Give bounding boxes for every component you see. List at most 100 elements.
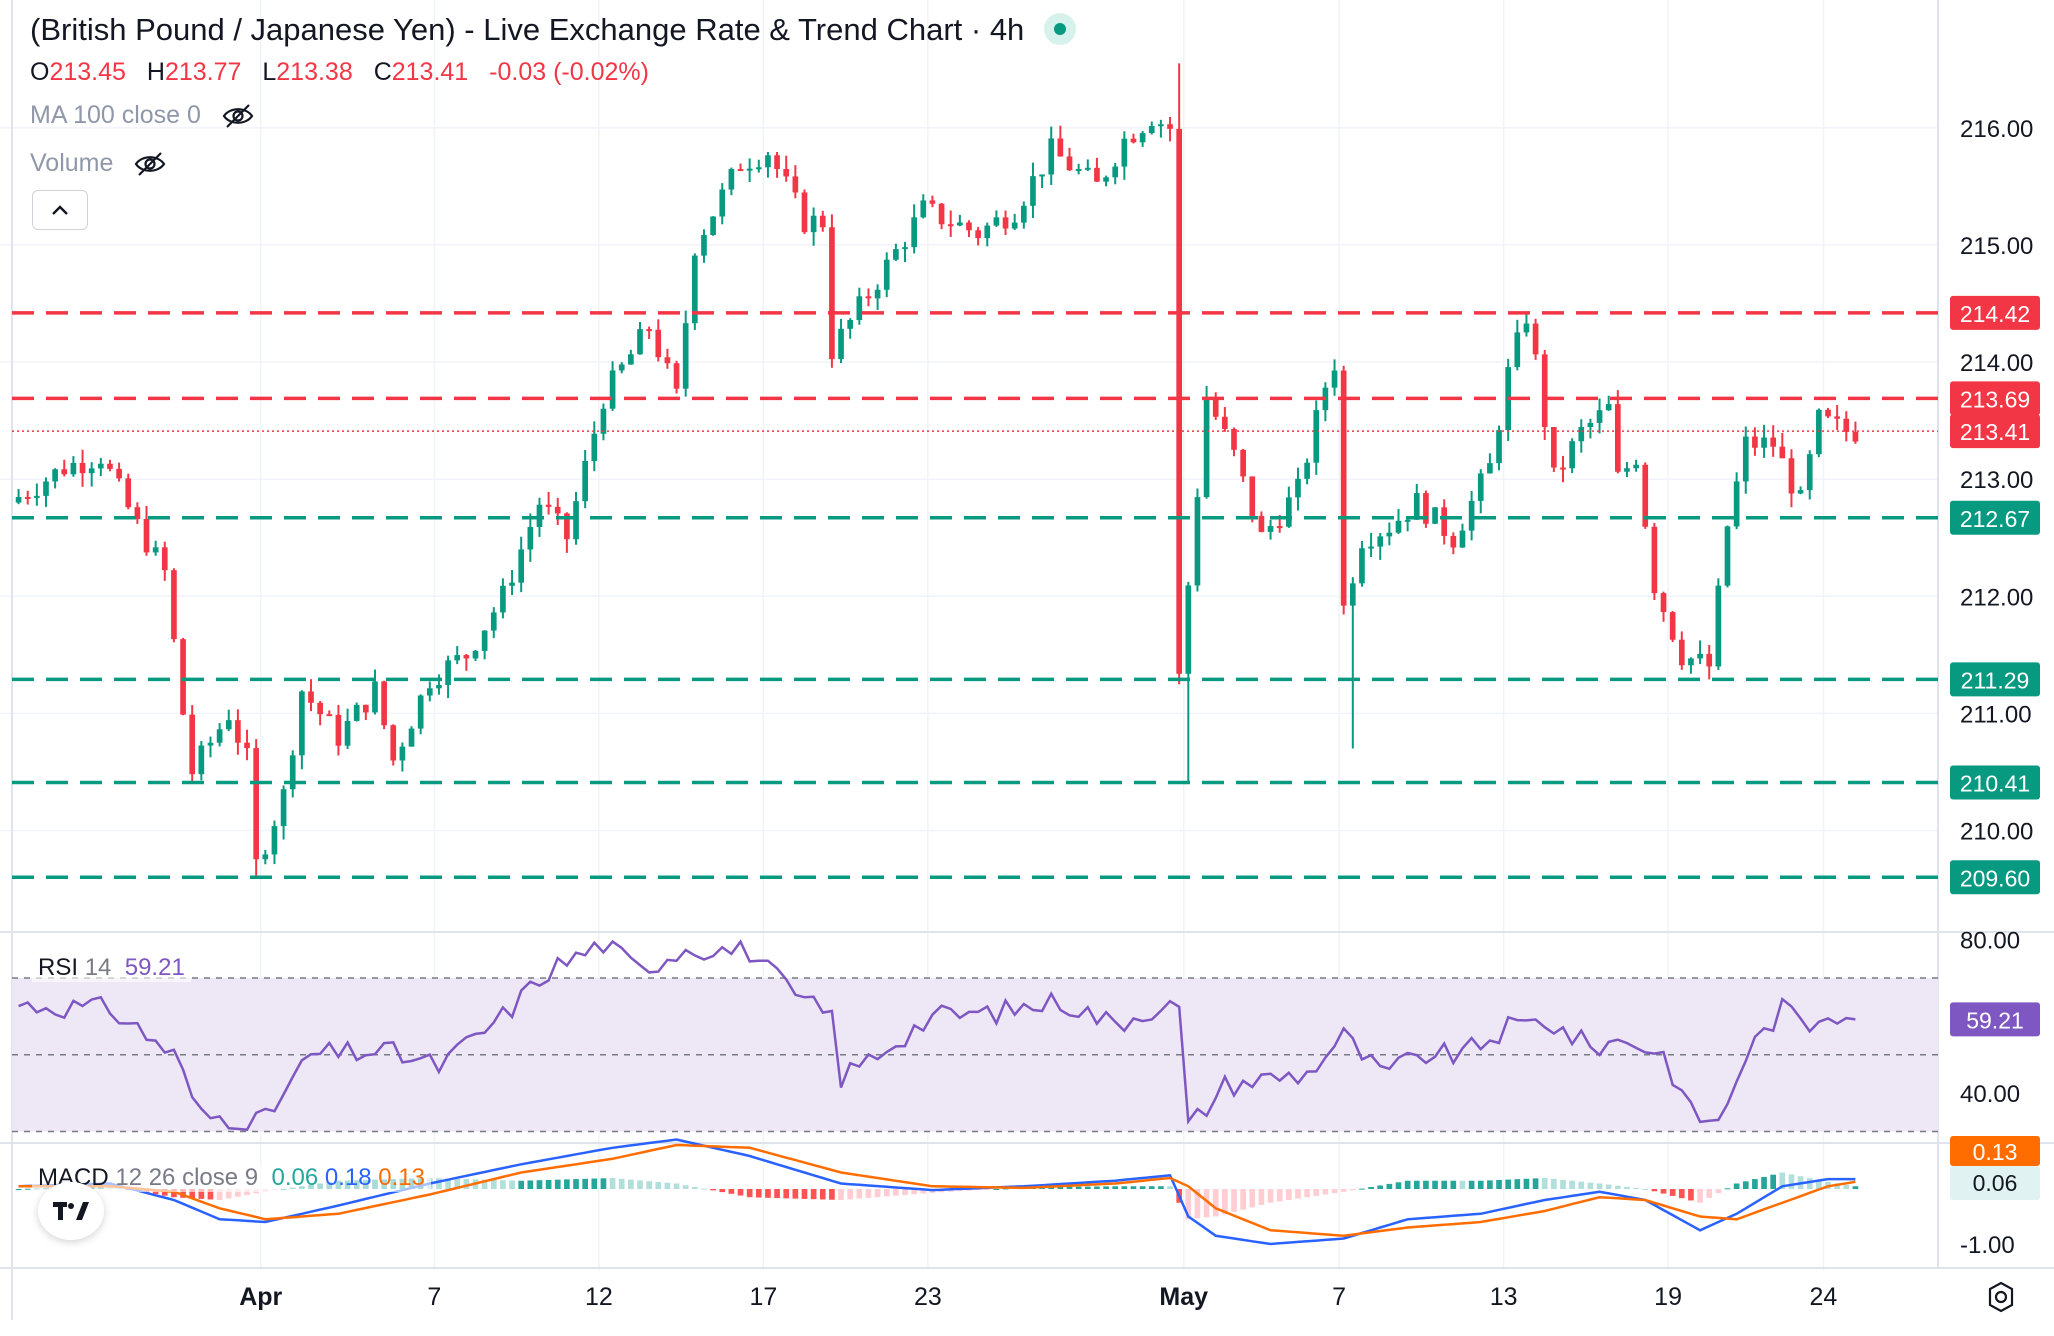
candle-body	[838, 328, 844, 360]
macd-hist-bar	[518, 1180, 525, 1189]
candle-body	[966, 222, 972, 231]
macd-hist-bar	[1834, 1183, 1840, 1189]
candle-body	[1404, 519, 1411, 522]
macd-hist-bar	[1002, 1188, 1009, 1190]
macd-hist-bar	[984, 1189, 991, 1190]
candle-body	[317, 702, 323, 715]
time-tick-label: 24	[1810, 1283, 1838, 1311]
candle-body	[691, 255, 698, 324]
hidden-eye-icon[interactable]	[133, 150, 167, 178]
candle-body	[1359, 548, 1365, 584]
candle-body	[719, 189, 726, 217]
candle-body	[335, 714, 342, 746]
level-price-label: 212.67	[1960, 506, 2030, 532]
macd-hist-bar	[1806, 1178, 1813, 1189]
candle-body	[573, 501, 579, 540]
high-value: 213.77	[164, 58, 242, 86]
macd-hist-bar	[765, 1189, 771, 1198]
macd-hist-bar	[1551, 1178, 1557, 1189]
candle-body	[1487, 463, 1493, 474]
macd-hist-bar	[975, 1189, 981, 1191]
candle-body	[1413, 493, 1420, 520]
candle-body	[609, 370, 616, 409]
candle-body	[244, 742, 250, 749]
low-value: 213.38	[276, 58, 353, 86]
candle-body	[1614, 404, 1621, 472]
candle-body	[1030, 176, 1036, 206]
macd-hist-bar	[1167, 1186, 1173, 1189]
candle-body	[883, 259, 890, 290]
candle-body	[1651, 526, 1658, 594]
macd-hist-bar	[682, 1185, 689, 1189]
macd-hist-bar	[618, 1178, 625, 1189]
macd-hist-bar	[1468, 1180, 1475, 1189]
candle-body	[24, 496, 31, 499]
candle-body	[61, 469, 68, 475]
rsi-value-tag	[1950, 1002, 2040, 1037]
macd-hist-bar	[1669, 1189, 1676, 1196]
candle-body	[299, 691, 305, 756]
macd-hist-bar	[1569, 1180, 1575, 1189]
macd-hist-bar	[1148, 1186, 1155, 1189]
candle-body	[1222, 416, 1228, 429]
macd-hist-bar	[481, 1179, 488, 1189]
ma-indicator-row[interactable]: MA 100 close 0	[30, 101, 255, 130]
time-tick-label: 12	[585, 1283, 613, 1311]
candle-body	[308, 691, 314, 703]
macd-hist-bar	[1084, 1186, 1091, 1189]
tradingview-logo[interactable]	[38, 1182, 104, 1240]
chart-settings-gear-icon[interactable]	[1984, 1280, 2018, 1314]
macd-hist-bar	[1523, 1178, 1530, 1189]
macd-hist-bar	[216, 1189, 223, 1200]
candle-body	[673, 363, 680, 389]
candle-body	[1286, 497, 1292, 527]
candle-body	[902, 247, 908, 250]
candle-body	[161, 547, 168, 571]
candle-body	[381, 681, 387, 726]
candle-body	[1797, 490, 1804, 494]
candle-body	[326, 714, 333, 717]
macd-hist-bar	[1130, 1186, 1137, 1189]
volume-indicator-row[interactable]: Volume	[30, 149, 167, 178]
candle-body	[1624, 468, 1630, 472]
candle-body	[628, 354, 634, 365]
macd-hist-bar	[161, 1189, 168, 1196]
candle-body	[1331, 370, 1338, 388]
macd-hist-bar	[801, 1189, 808, 1199]
macd-hist-bar	[545, 1179, 552, 1189]
macd-hist-bar	[1404, 1180, 1411, 1189]
ohlc-readout: O213.45 H213.77 L213.38 C213.41 -0.03 (-…	[30, 58, 663, 87]
candle-body	[372, 681, 378, 713]
low-label: L	[262, 58, 277, 86]
candle-body	[1459, 530, 1466, 548]
candle-body	[235, 720, 241, 743]
hidden-eye-icon[interactable]	[221, 102, 255, 130]
candle-body	[463, 655, 470, 659]
macd-line	[18, 1138, 1856, 1246]
candle-body	[1240, 449, 1246, 477]
macd-hist-bar	[1286, 1189, 1292, 1200]
macd-signal-line	[18, 1143, 1856, 1238]
macd-hist-bar	[1724, 1188, 1731, 1190]
rsi-legend[interactable]: RSI 14 59.21	[32, 954, 191, 982]
candle-body	[682, 323, 689, 389]
candle-body	[1578, 427, 1585, 442]
candle-body	[664, 357, 671, 364]
collapse-legend-button[interactable]	[32, 190, 88, 230]
open-value: 213.45	[49, 58, 126, 86]
candle-body	[490, 612, 497, 631]
macd-hist-bar	[1231, 1189, 1237, 1212]
macd-legend[interactable]: MACD 12 26 close 9 0.06 0.18 0.13	[32, 1164, 431, 1192]
candle-body	[15, 496, 22, 503]
candle-body	[755, 167, 762, 170]
candle-body	[107, 463, 113, 469]
last-price-tag	[1950, 414, 2040, 449]
macd-hist-bar	[1185, 1189, 1192, 1220]
macd-hist-bar	[1432, 1180, 1438, 1189]
macd-hist-bar	[463, 1179, 470, 1189]
macd-hist-bar	[1276, 1189, 1283, 1202]
candle-body	[207, 742, 214, 746]
time-tick-label: 13	[1490, 1283, 1518, 1311]
candle-body	[1450, 535, 1457, 548]
